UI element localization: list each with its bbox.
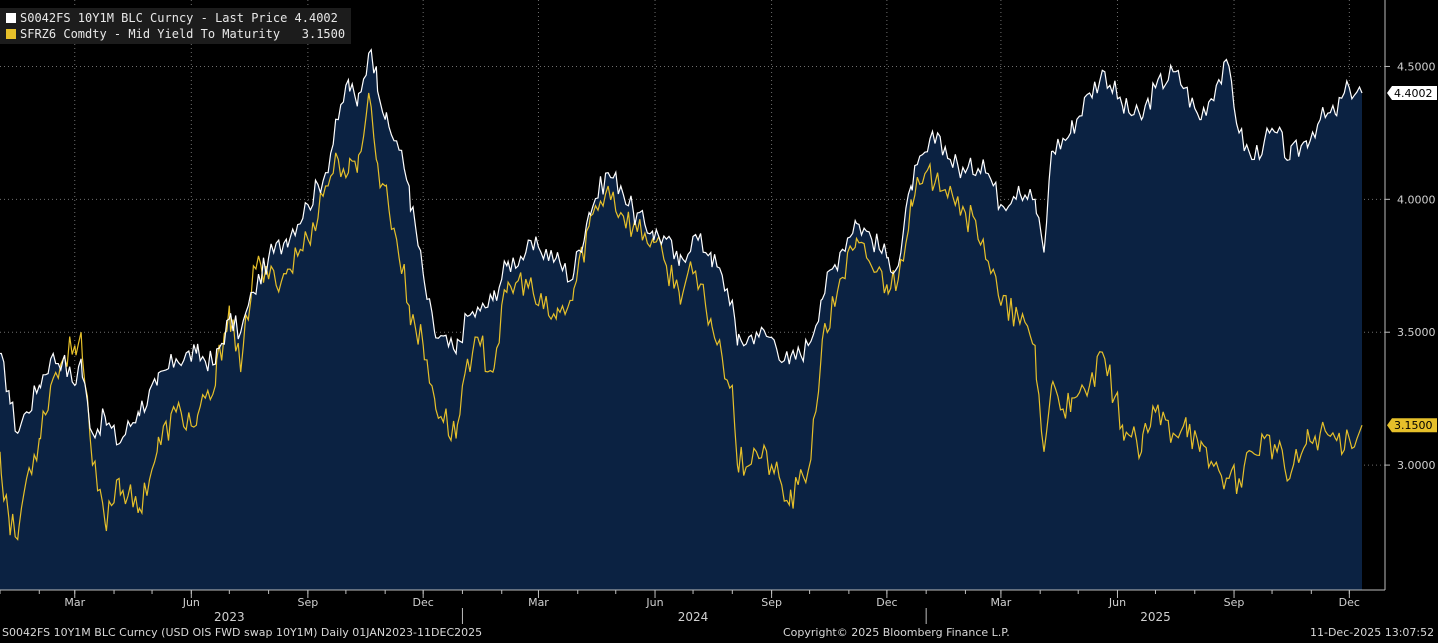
x-tick-label-4: Mar [528, 596, 549, 609]
x-tick-label-5: Jun [645, 596, 663, 609]
series-line-yellow [0, 92, 1363, 541]
series-line-white [0, 48, 1363, 446]
legend-swatch-white [6, 13, 16, 23]
series-area-fill [0, 49, 1362, 590]
year-label-2: 2025 [1140, 610, 1171, 624]
legend-label-yellow: SFRZ6 Comdty - Mid Yield To Maturity 3.1… [20, 27, 346, 41]
year-label-0: 2023 [214, 610, 245, 624]
y-tick-label-1: 4.0000 [1397, 193, 1436, 206]
x-tick-label-8: Mar [991, 596, 1012, 609]
footer-timestamp: 11-Dec-2025 13:07:52 [1310, 626, 1435, 639]
x-tick-label-7: Dec [876, 596, 897, 609]
axes: 4.5000 4.0000 3.5000 3.0000 Mar Jun Sep Dec Mar J… [0, 0, 1436, 624]
year-label-1: 2024 [678, 610, 709, 624]
y-tick-label-0: 4.5000 [1397, 60, 1436, 73]
x-tick-label-9: Jun [1108, 596, 1126, 609]
x-tick-label-0: Mar [64, 596, 85, 609]
x-tick-label-10: Sep [1224, 596, 1245, 609]
y-tick-label-3: 3.0000 [1397, 459, 1436, 472]
x-tick-label-11: Dec [1339, 596, 1360, 609]
legend-swatch-yellow [6, 29, 16, 39]
x-tick-label-6: Sep [761, 596, 782, 609]
last-value-tags: 4.4002 3.1500 [1387, 86, 1437, 433]
legend-entry-yellow: SFRZ6 Comdty - Mid Yield To Maturity 3.1… [6, 26, 345, 42]
footer-copyright: Copyright© 2025 Bloomberg Finance L.P. [783, 626, 1010, 639]
x-tick-label-1: Jun [182, 596, 200, 609]
legend: S0042FS 10Y1M BLC Curncy - Last Price 4.… [0, 8, 352, 44]
x-tick-label-2: Sep [298, 596, 319, 609]
x-tick-label-3: Dec [413, 596, 434, 609]
y-tick-label-2: 3.5000 [1397, 326, 1436, 339]
legend-entry-white: S0042FS 10Y1M BLC Curncy - Last Price 4.… [6, 10, 345, 26]
last-value-tag-white-label: 4.4002 [1394, 87, 1433, 100]
legend-label-white: S0042FS 10Y1M BLC Curncy - Last Price 4.… [20, 11, 338, 25]
last-value-tag-yellow-shape [1387, 418, 1437, 433]
footer-description: S0042FS 10Y1M BLC Curncy (USD OIS FWD sw… [2, 626, 483, 639]
last-value-tag-white-shape [1387, 86, 1437, 101]
last-value-tag-yellow-label: 3.1500 [1394, 419, 1433, 432]
